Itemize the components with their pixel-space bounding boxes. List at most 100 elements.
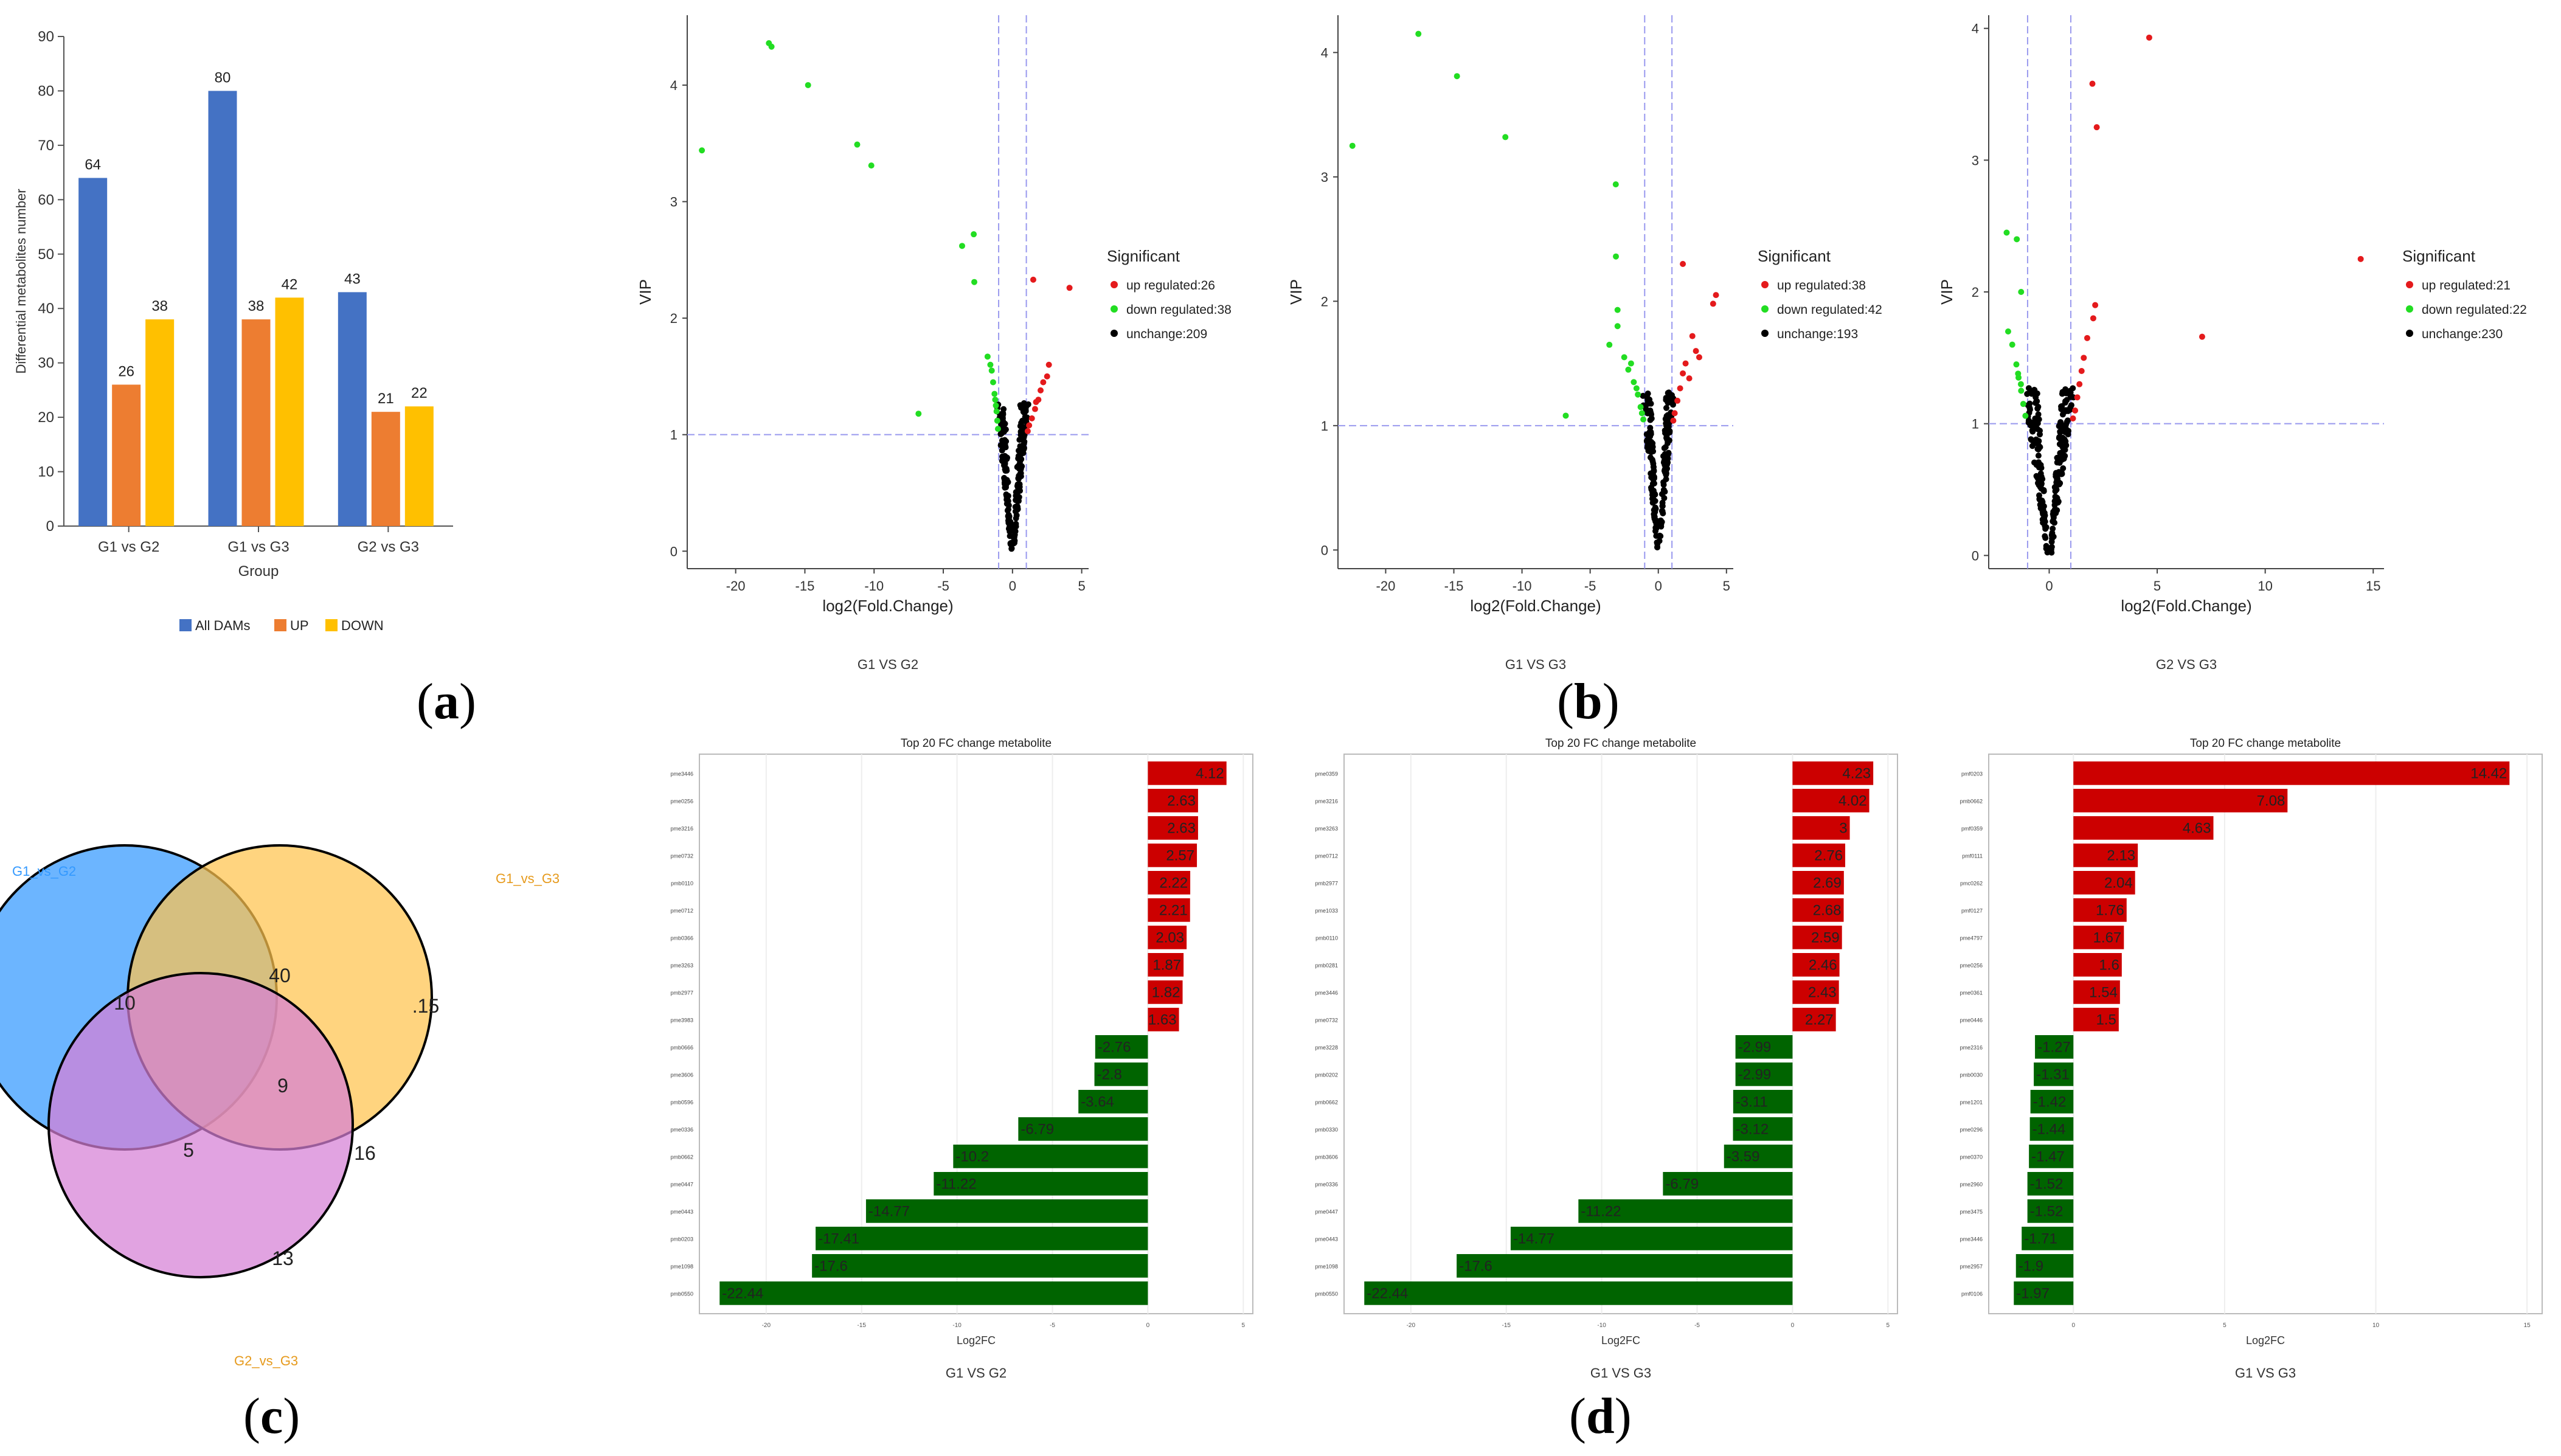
bar-value-label: 22 bbox=[411, 385, 428, 401]
fc-bar bbox=[1148, 926, 1187, 949]
down-regulated-point bbox=[2020, 401, 2026, 407]
fc-value-label: -1.42 bbox=[2033, 1094, 2067, 1110]
volcano-plot-g1-vs-g2: -20 -15 -10 -5 0 5 0 1 2 3 4 log2(Fold.Change) VIP Si… bbox=[636, 15, 1232, 669]
metabolite-label: pmf0111 bbox=[1962, 853, 1983, 859]
legend-marker bbox=[1111, 281, 1118, 288]
up-regulated-point bbox=[1671, 410, 1678, 417]
up-regulated-point bbox=[2078, 368, 2085, 374]
up-regulated-point bbox=[1680, 370, 1686, 376]
fc-bar bbox=[2073, 871, 2135, 895]
bar bbox=[78, 178, 108, 526]
metabolite-label: pme3446 bbox=[1960, 1236, 1983, 1242]
unchanged-point bbox=[1650, 463, 1657, 470]
legend-title: Significant bbox=[1107, 247, 1180, 265]
metabolite-label: pme3263 bbox=[670, 962, 693, 968]
unchanged-point bbox=[1669, 401, 1676, 408]
down-regulated-point bbox=[1502, 134, 1509, 140]
metabolite-label: pme0336 bbox=[670, 1126, 693, 1132]
y-tick-label: 2 bbox=[670, 311, 678, 326]
y-tick-label: 20 bbox=[38, 409, 54, 426]
fc-value-label: 2.76 bbox=[1814, 847, 1843, 864]
legend-label: down regulated:38 bbox=[1126, 303, 1232, 317]
volcano-plot-g1-vs-g3: -20 -15 -10 -5 0 5 0 1 2 3 4 log2(Fold.Change) VIP Si… bbox=[1287, 15, 1882, 669]
unchanged-point bbox=[1663, 476, 1669, 482]
bar-value-label: 43 bbox=[344, 271, 361, 287]
down-regulated-point bbox=[971, 279, 978, 285]
unchanged-point bbox=[1660, 482, 1667, 488]
down-regulated-point bbox=[1633, 385, 1640, 392]
fc-value-label: 2.03 bbox=[1156, 929, 1184, 946]
unchanged-point bbox=[1002, 444, 1009, 451]
bar bbox=[145, 319, 175, 526]
down-regulated-point bbox=[1612, 181, 1619, 188]
down-regulated-point bbox=[915, 411, 922, 417]
x-axis-title: Group bbox=[238, 563, 279, 580]
unchanged-point bbox=[2058, 470, 2065, 476]
metabolite-label: pme4797 bbox=[1960, 935, 1983, 941]
fc-bar bbox=[816, 1227, 1148, 1250]
fc-value-label: -2.8 bbox=[1097, 1066, 1122, 1083]
metabolite-label: pmb0550 bbox=[1315, 1291, 1338, 1297]
up-regulated-point bbox=[1044, 373, 1050, 380]
fc-value-label: -2.99 bbox=[1738, 1066, 1772, 1083]
up-regulated-point bbox=[1696, 354, 1702, 361]
up-regulated-point bbox=[1710, 300, 1716, 307]
fc-bar bbox=[2027, 1172, 2074, 1196]
unchanged-point bbox=[1007, 540, 1014, 547]
venn-region-count: 9 bbox=[277, 1075, 288, 1097]
up-regulated-point bbox=[1677, 385, 1683, 392]
down-regulated-point bbox=[1614, 307, 1621, 313]
fc-bar bbox=[1364, 1281, 1793, 1305]
fc-bar bbox=[1148, 816, 1198, 840]
fc-bar bbox=[2073, 761, 2510, 785]
up-regulated-point bbox=[1026, 422, 1033, 429]
fc-bar bbox=[1148, 844, 1197, 867]
fc-bar bbox=[1457, 1254, 1793, 1278]
bar-value-label: 42 bbox=[282, 276, 298, 293]
unchanged-point bbox=[1000, 428, 1007, 435]
x-tick-label: G1 vs G2 bbox=[98, 539, 159, 555]
y-tick-label: 1 bbox=[670, 428, 678, 443]
plot-caption: G1 VS G3 bbox=[1590, 1365, 1651, 1381]
x-tick-label: -20 bbox=[1407, 1322, 1416, 1329]
venn-region-count: 5 bbox=[183, 1139, 194, 1161]
fc-value-label: 1.6 bbox=[2099, 957, 2119, 973]
metabolite-label: pmb0596 bbox=[670, 1099, 693, 1105]
fc-bar bbox=[1735, 1035, 1793, 1059]
fc-bar bbox=[2014, 1281, 2074, 1305]
x-tick-label: 5 bbox=[1242, 1322, 1246, 1329]
fc-value-label: -1.52 bbox=[2030, 1176, 2064, 1192]
unchanged-point bbox=[2043, 524, 2050, 530]
fc-value-label: 2.63 bbox=[1167, 792, 1196, 809]
down-regulated-point bbox=[958, 243, 965, 249]
fc-value-label: 4.23 bbox=[1842, 765, 1871, 782]
fc-value-label: -3.64 bbox=[1081, 1094, 1114, 1110]
unchanged-point bbox=[1017, 402, 1024, 409]
fc-bar bbox=[719, 1281, 1148, 1305]
metabolite-label: pme3263 bbox=[1315, 825, 1338, 831]
unchanged-point bbox=[2042, 535, 2049, 541]
bar bbox=[208, 91, 237, 526]
fc-barchart-1: -20 -15 -10 -5 0 5 Top 20 FC change metabolite… bbox=[670, 737, 1253, 1381]
down-regulated-point bbox=[991, 390, 998, 397]
fc-bar bbox=[1792, 816, 1850, 840]
bar bbox=[112, 384, 141, 526]
unchanged-point bbox=[1005, 525, 1012, 532]
fc-value-label: -1.97 bbox=[2016, 1285, 2050, 1302]
y-tick-label: 4 bbox=[670, 78, 678, 93]
unchanged-point bbox=[1660, 487, 1667, 493]
up-regulated-point bbox=[2093, 124, 2100, 131]
legend-swatch bbox=[179, 619, 192, 631]
unchanged-point bbox=[1003, 493, 1010, 500]
fc-bar bbox=[2035, 1035, 2074, 1059]
up-regulated-point bbox=[2357, 255, 2364, 262]
unchanged-point bbox=[2029, 420, 2036, 426]
unchanged-point bbox=[1005, 511, 1012, 518]
metabolite-label: pme0336 bbox=[1315, 1181, 1338, 1187]
fc-value-label: 2.63 bbox=[1167, 820, 1196, 836]
fc-value-label: -17.6 bbox=[814, 1258, 848, 1274]
fc-value-label: 1.5 bbox=[2096, 1011, 2116, 1028]
down-regulated-point bbox=[2018, 387, 2025, 394]
legend-swatch bbox=[274, 619, 286, 631]
up-regulated-point bbox=[2084, 335, 2090, 341]
